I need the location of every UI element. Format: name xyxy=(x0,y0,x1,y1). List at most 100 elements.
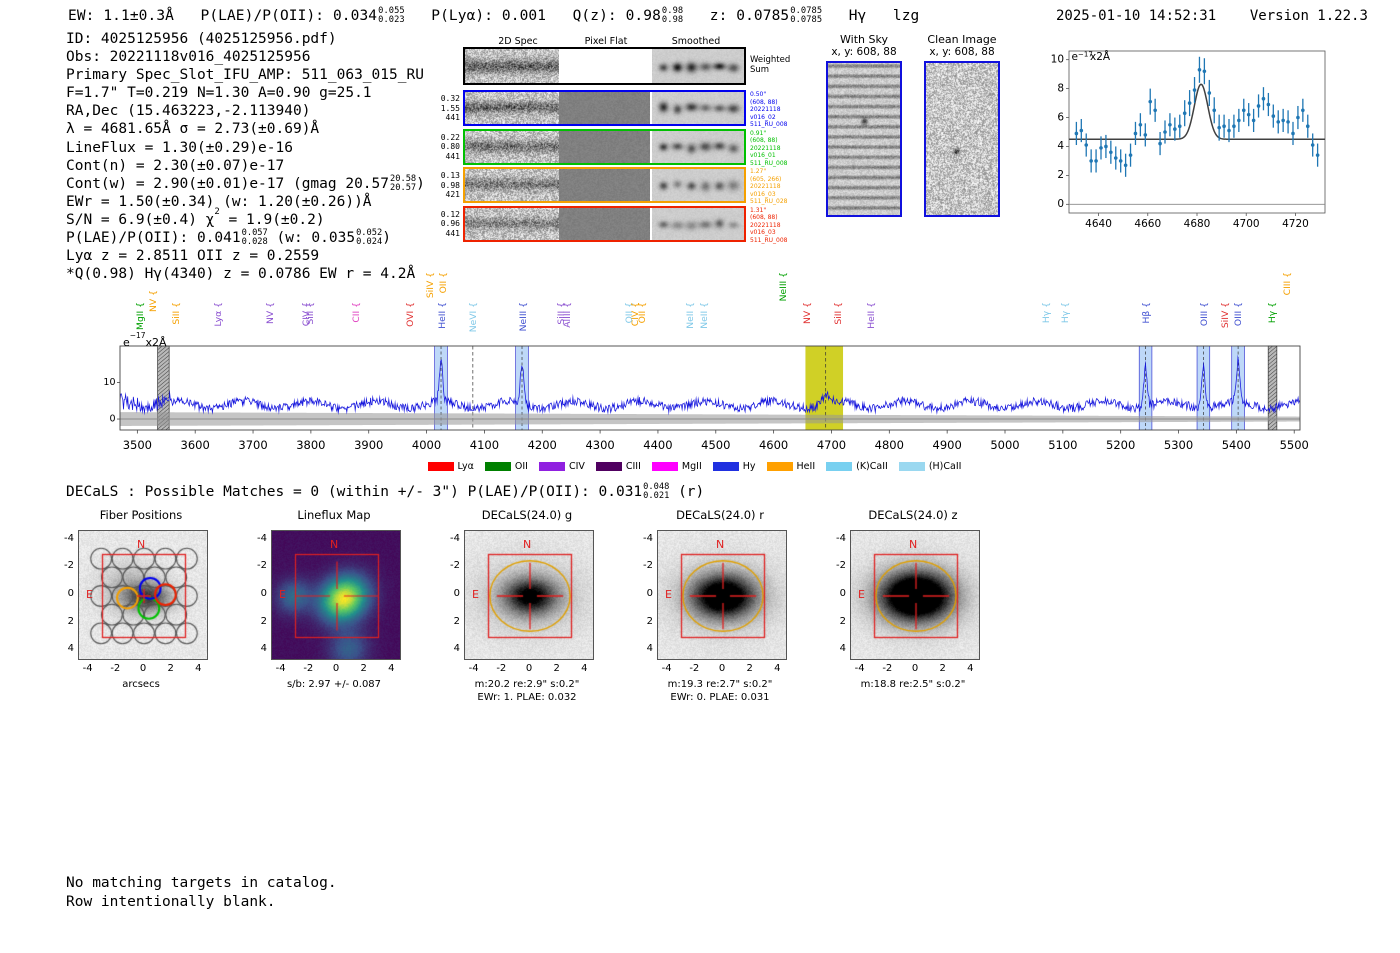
fiber-row-image xyxy=(463,128,746,165)
spectrum-tick-label: 4400 xyxy=(643,438,673,452)
legend-item: CIII xyxy=(595,461,641,472)
legend-swatch xyxy=(826,462,853,471)
legend-swatch xyxy=(538,462,565,471)
cutout-x-tick: 0 xyxy=(911,663,919,674)
legend-label: HeII xyxy=(796,461,816,472)
decals-header: DECaLS : Possible Matches = 0 (within +/… xyxy=(66,482,705,501)
cutout-y-tick: -4 xyxy=(836,532,846,544)
plae-range: 0.055 0.023 xyxy=(378,6,405,25)
spectrum-tick-label: 5000 xyxy=(990,438,1020,452)
cutout-x-tick: 2 xyxy=(360,663,367,674)
cutout-y-tick: 4 xyxy=(646,643,653,655)
qz-value: 0.98 xyxy=(625,7,661,24)
fiber-stat-value: 441 xyxy=(445,151,460,161)
col-title-pixelflat: Pixel Flat xyxy=(584,36,628,47)
legend-swatch xyxy=(712,462,739,471)
cutout-x-tick: 2 xyxy=(939,663,946,674)
fiber-stat-value: 0.22 xyxy=(440,132,460,142)
legend-swatch xyxy=(427,462,454,471)
cutout-title: Fiber Positions xyxy=(99,508,183,522)
with-sky-coords: x, y: 608, 88 xyxy=(831,46,897,58)
spectrum-x-ticks: 3500 3600 3700 3800 3900 4000 4100 4200 4300 4400… xyxy=(60,438,1340,456)
cont-w-line: Cont(w) = 2.90(±0.01)e-17 (gmag 20.57 20.… xyxy=(66,173,425,193)
timestamp: 2025-01-10 14:52:31 xyxy=(1056,8,1217,24)
ew-value: 1.1±0.3Å xyxy=(103,7,174,24)
legend-item: HeII xyxy=(766,461,816,472)
fiber-meta-value: 20221118 xyxy=(750,106,781,114)
legend-label: Lyα xyxy=(457,461,474,472)
emission-line-label: Lyα { xyxy=(213,302,225,327)
cutout-image xyxy=(78,530,208,660)
cutout-x-tick: 4 xyxy=(774,663,781,674)
spectrum-tick-label: 3700 xyxy=(238,438,268,452)
compass-north: N xyxy=(909,538,918,551)
info-line: Primary Spec_Slot_IFU_AMP: 511_063_015_R… xyxy=(66,67,424,84)
cutout-panel-row: Fiber Positions N E -4 -2 0 2 4 -4 -2 0 2 4 arcsecs Li… xyxy=(46,508,1006,723)
fiber-row-stats: 0.22 0.80 441 xyxy=(440,133,460,162)
spec2d-fiber-rows: 0.32 1.55 441 0.50" (608, 88) 20221118 v016_02… xyxy=(440,90,787,245)
cutout-panel: DECaLS(24.0) r N E -4 -2 0 2 4 -4 -2 0 2 4 m:19.3 re:… xyxy=(625,508,815,703)
spectrum-tick-label: 4600 xyxy=(758,438,789,452)
fiber-row-stats: 0.13 0.98 421 xyxy=(440,171,460,200)
cutout-x-tick: -4 xyxy=(82,663,93,674)
info-line: RA,Dec (15.463223,-2.113940) xyxy=(66,103,311,120)
cutout-y-tick: 0 xyxy=(67,588,74,599)
cutout-caption-2: EWr: 0. PLAE: 0.031 xyxy=(670,692,770,703)
legend-label: MgII xyxy=(681,461,702,472)
spectrum-tick-label: 5100 xyxy=(1048,438,1078,452)
emission-line-label: OVI { xyxy=(405,302,417,327)
fiber-meta-value: 20221118 xyxy=(750,183,781,191)
cutout-x-tick: 4 xyxy=(195,663,202,674)
qz-label: Q(z): xyxy=(572,7,617,24)
fiber-row-image xyxy=(463,167,746,203)
with-sky-title: With Sky xyxy=(840,33,888,46)
cutout-panel: Fiber Positions N E -4 -2 0 2 4 -4 -2 0 2 4 arcsecs xyxy=(46,508,236,690)
plae-value: 0.034 xyxy=(332,7,378,24)
info-line: Cont(n) = 2.30(±0.07)e-17 xyxy=(66,157,285,174)
full-spectrum-plot: MgII {NV {SiII {Lyα {NV {CIV {SiII {CII … xyxy=(60,268,1340,472)
cutout-y-tick: -4 xyxy=(450,532,460,544)
plae-detail-line: P(LAE)/P(OII): 0.041 0.057 0.028 (w: 0.035… xyxy=(66,228,391,248)
cutout-y-tick: 4 xyxy=(260,643,267,655)
cutout-x-tick: -2 xyxy=(110,663,121,674)
emission-line-label: MgII { xyxy=(134,302,146,330)
emission-line-label: NeVI { xyxy=(468,302,480,333)
source-info-block: ID: 4025125956 (4025125956.pdf) Obs: 202… xyxy=(66,30,425,283)
spectrum-tick-label: 4900 xyxy=(932,438,962,452)
cutout-y-tick: -4 xyxy=(64,532,74,544)
cutout-caption-1: arcsecs xyxy=(122,679,160,690)
spectrum-tick-label: 3900 xyxy=(354,438,384,452)
cutout-caption-1: m:19.3 re:2.7" s:0.2" xyxy=(667,679,773,690)
fiber-stat-value: 0.12 xyxy=(440,209,460,219)
emission-line-label: SiII { xyxy=(305,302,317,325)
legend-item: Hy xyxy=(712,461,756,472)
plya-label: P(Lyα): xyxy=(431,7,494,24)
legend-label: (K)CaII xyxy=(856,461,888,472)
fiber-row-metadata: 0.50" (608, 88) 20221118 v016_02 511_RU_008 xyxy=(750,91,787,129)
fiber-row-stats: 0.12 0.96 441 xyxy=(440,210,460,239)
emission-line-label: NV { xyxy=(265,302,277,324)
cutout-x-tick: -2 xyxy=(882,663,893,674)
cutout-y-tick: -4 xyxy=(257,532,267,544)
emission-line-label: OIII { xyxy=(1198,302,1210,327)
footer-note: No matching targets in catalog. Row inte… xyxy=(66,874,337,911)
line-fit-plot xyxy=(1038,42,1330,242)
footer-line-2: Row intentionally blank. xyxy=(66,893,276,910)
cutout-x-tick: 2 xyxy=(167,663,174,674)
cutout-x-tick: 2 xyxy=(553,663,560,674)
spectrum-tick-label: 4800 xyxy=(874,438,904,452)
cutout-caption-1: m:20.2 re:2.9" s:0.2" xyxy=(474,679,580,690)
cutout-panel: Lineflux Map N E -4 -2 0 2 4 -4 -2 0 2 4 s/b: 2.97 +/… xyxy=(239,508,429,690)
info-line: F=1.7" T=0.219 N=1.30 A=0.90 g=25.1 xyxy=(66,85,372,102)
legend-label: Hy xyxy=(742,461,756,472)
emission-line-label: Hγ { xyxy=(1041,302,1053,324)
compass-east: E xyxy=(472,588,479,601)
cutout-x-tick: -2 xyxy=(689,663,700,674)
fiber-stat-value: 0.32 xyxy=(440,94,460,103)
info-line: ID: 4025125956 (4025125956.pdf) xyxy=(66,31,337,47)
emission-line-label: SiIV { xyxy=(425,272,437,299)
spectrum-tick-label: 4300 xyxy=(585,438,615,452)
z-value: 0.0785 xyxy=(736,7,790,24)
fiber-meta-value: 511_RU_028 xyxy=(750,198,788,206)
spectrum-tick-label: 4700 xyxy=(816,438,847,452)
